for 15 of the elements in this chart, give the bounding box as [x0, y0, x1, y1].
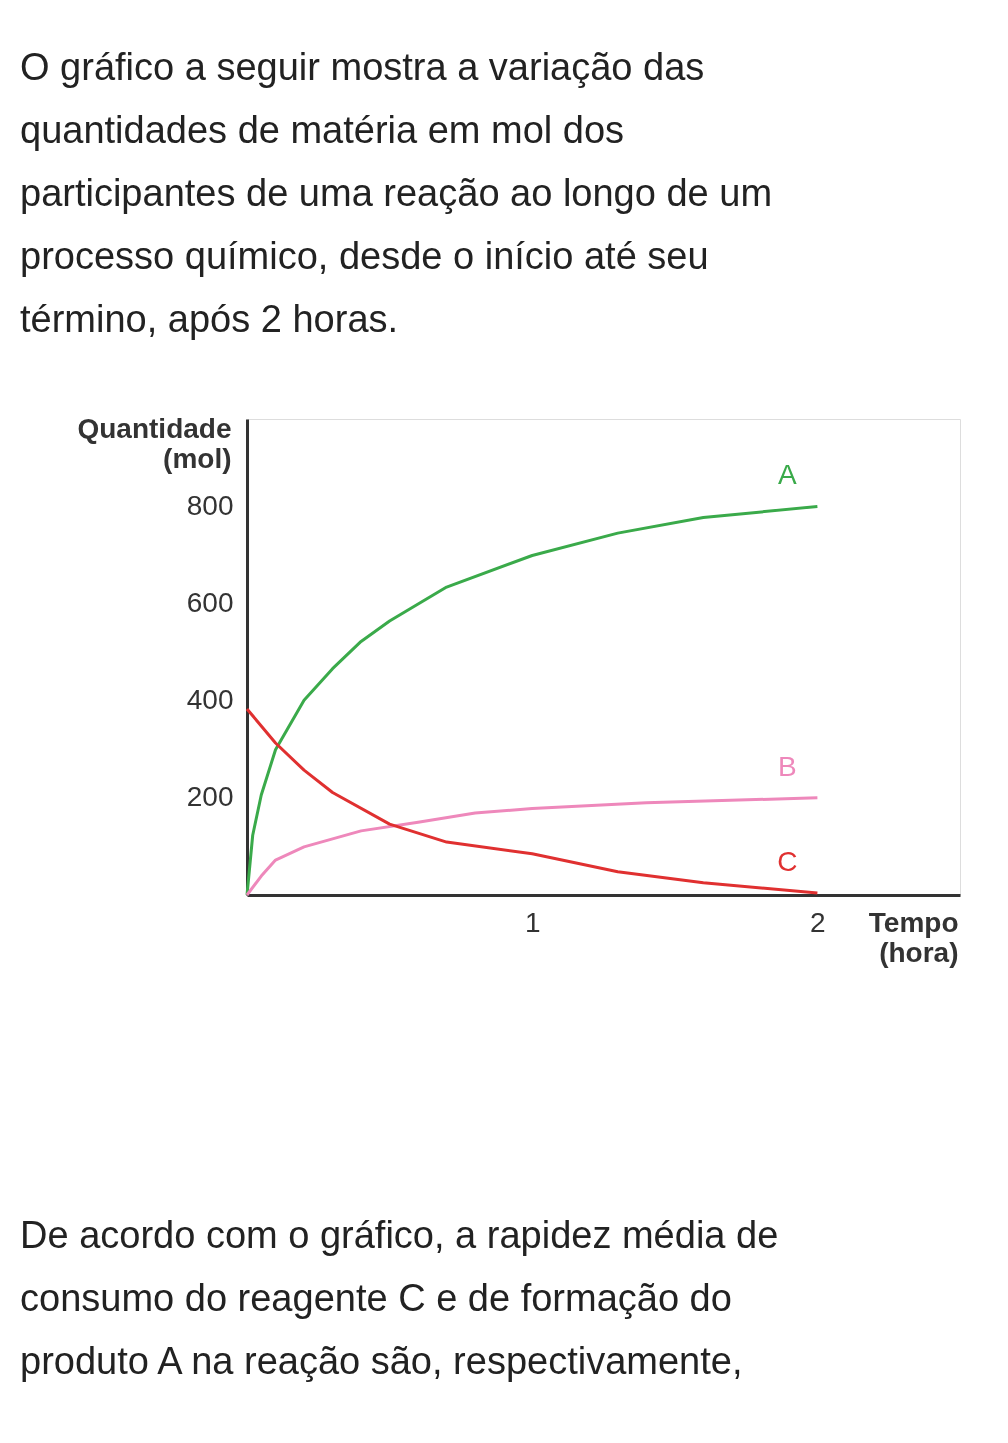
y-tick-label: 200	[186, 781, 234, 813]
line-series	[245, 796, 819, 897]
x-tick-label: 1	[524, 906, 541, 938]
y-tick-label: 400	[186, 684, 234, 716]
y-tick-label: 600	[186, 587, 234, 619]
series-label: C	[777, 846, 798, 878]
text: De acordo com o gráfico, a rapidez média de consumo do reagente C e de formação do produto A na reação são, respectivamente,	[20, 1214, 779, 1382]
y-axis-title: Quantidade (mol)	[77, 412, 232, 474]
series-label: B	[778, 750, 797, 782]
series-label: A	[778, 459, 798, 491]
line-series	[245, 707, 819, 895]
x-tick-label: 2	[810, 906, 826, 938]
x-axis-title: Tempo (hora)	[868, 906, 959, 968]
y-tick-label: 800	[186, 489, 234, 521]
chart-title: O gráfico a seguir mostra a variação das quantidades de matéria em mol dos participantes de uma reação ao longo de um processo químico, desde o início até seu término, após 2 horas.	[20, 46, 773, 340]
